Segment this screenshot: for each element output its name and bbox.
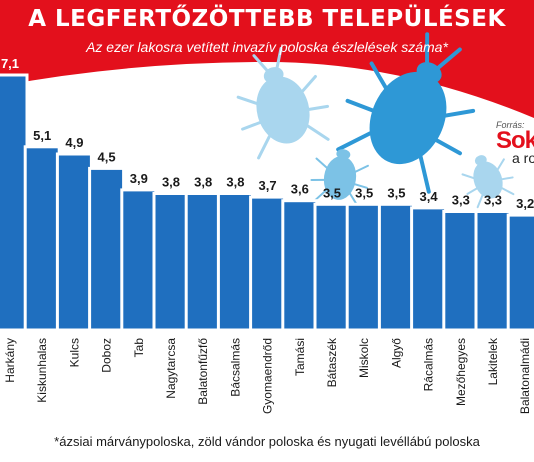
source-label: Forrás: (496, 120, 525, 130)
bar (0, 73, 29, 332)
data-label: 3,7 (259, 178, 277, 193)
data-label: 3,8 (194, 175, 212, 190)
data-label: 3,5 (323, 185, 341, 200)
data-label: 3,5 (355, 185, 373, 200)
category-label: Rácalmás (422, 338, 436, 391)
bar (152, 192, 190, 332)
source-credit: Forrás: Sok a ro (496, 120, 534, 166)
data-label: 4,5 (98, 149, 116, 164)
bar (249, 195, 287, 332)
category-label: Tab (132, 338, 146, 358)
category-labels: Harkány Kiskunhalas Kulcs Doboz Tab Nagytarcs… (3, 337, 532, 414)
category-label: Algyő (389, 338, 403, 368)
bar (442, 210, 480, 332)
data-label: 3,6 (291, 182, 309, 197)
category-label: Mezőhegyes (454, 338, 468, 406)
category-label: Tamási (293, 338, 307, 376)
category-label: Kiskunhalas (35, 338, 49, 403)
bar (23, 145, 61, 332)
category-label: Harkány (3, 338, 17, 383)
stink-bug-icon (310, 149, 369, 208)
bar (377, 202, 415, 332)
footnote: *ázsiai márványpoloska, zöld vándor polo… (54, 434, 480, 449)
bar (281, 199, 319, 332)
bar (313, 202, 351, 332)
bar (88, 166, 126, 332)
category-label: Miskolc (357, 338, 371, 378)
category-label: Gyomaendrőd (261, 338, 275, 414)
data-label: 4,9 (65, 135, 83, 150)
data-label: 3,5 (387, 185, 405, 200)
category-label: Doboz (100, 338, 114, 373)
source-sub-text: a ro (512, 150, 534, 166)
red-banner (0, 0, 534, 118)
value-labels: 7,1 5,1 4,9 4,5 3,9 3,8 3,8 3,8 3,7 3,6 3,5 3,5 3,5 3… (1, 56, 534, 211)
bar (55, 152, 93, 332)
bar (345, 202, 383, 332)
category-label: Kulcs (67, 338, 81, 367)
bar (506, 213, 534, 332)
data-label: 7,1 (1, 56, 19, 71)
bar (410, 206, 448, 332)
category-label: Balatonalmádi (518, 338, 532, 414)
data-label: 3,8 (226, 175, 244, 190)
data-label: 3,3 (484, 193, 502, 208)
category-label: Bácsalmás (228, 338, 242, 397)
data-label: 3,2 (516, 196, 534, 211)
source-logo-text: Sok (496, 127, 534, 154)
stink-bug-icon (461, 155, 515, 209)
stink-bug-icon (336, 32, 476, 194)
category-label: Nagytarcsa (164, 338, 178, 399)
chart-subtitle: Az ezer lakosra vetített invazív poloska… (86, 39, 448, 55)
stink-bug-icon (236, 46, 330, 160)
data-label: 3,9 (130, 171, 148, 186)
bar (474, 210, 512, 332)
data-label: 3,8 (162, 175, 180, 190)
category-label: Lakitelek (486, 337, 500, 385)
data-label: 5,1 (33, 128, 51, 143)
category-label: Bátaszék (325, 337, 339, 387)
data-label: 3,3 (452, 193, 470, 208)
bug-illustrations (236, 32, 515, 209)
category-label: Balatonfűzfő (196, 338, 210, 405)
bar (216, 192, 254, 332)
data-label: 3,4 (420, 189, 439, 204)
bar (120, 188, 158, 332)
bar-series (0, 73, 534, 332)
bar (184, 192, 222, 332)
chart-title: A LEGFERTŐZÖTTEBB TELEPÜLÉSEK (28, 6, 506, 32)
